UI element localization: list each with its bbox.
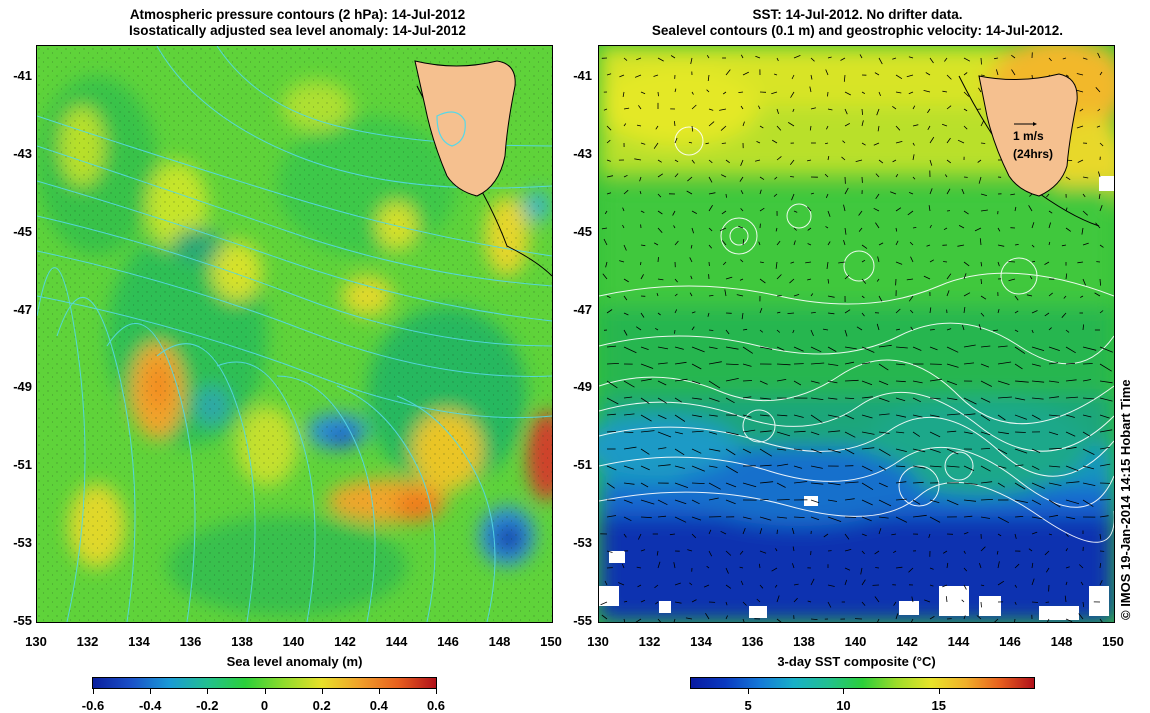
velocity-arrow [1046,602,1049,603]
velocity-arrow [828,92,829,96]
colorbar-tick-label: 5 [728,698,768,713]
lon-tick-label: 138 [222,634,262,649]
lat-tick-label: -55 [6,613,32,628]
colorbar-tick-mark [207,688,208,694]
right-colorbar [690,677,1035,689]
velocity-arrow [1083,364,1093,365]
colorbar-tick-label: 0.4 [359,698,399,713]
colorbar-tick-label: 0 [245,698,285,713]
lat-tick-label: -49 [6,379,32,394]
colorbar-tick-mark [93,688,94,694]
lon-tick-label: 148 [480,634,520,649]
imos-credit: © IMOS 19-Jan-2014 14:15 Hobart Time [1118,379,1133,620]
colorbar-tick-label: -0.6 [73,698,113,713]
velocity-arrow [743,381,752,382]
lon-tick-label: 134 [119,634,159,649]
lon-tick-label: 144 [377,634,417,649]
lat-tick-label: -55 [566,613,592,628]
lon-tick-label: 146 [990,634,1030,649]
colorbar-tick-label: -0.2 [187,698,227,713]
velocity-arrow [1032,602,1038,603]
right-map-title: SST: 14-Jul-2012. No drifter data. [600,6,1115,23]
velocity-arrow [658,92,659,96]
lon-tick-label: 138 [784,634,824,649]
lat-tick-label: -51 [6,457,32,472]
colorbar-tick-mark [322,688,323,694]
lon-tick-label: 130 [578,634,618,649]
velocity-arrow [981,58,982,65]
velocity-arrow [1015,432,1026,433]
velocity-arrow [722,143,726,144]
velocity-arrow [1008,262,1015,263]
velocity-arrow [675,330,676,334]
colorbar-tick-label: 0.6 [416,698,456,713]
lon-tick-label: 132 [630,634,670,649]
lon-tick-label: 136 [733,634,773,649]
lat-tick-label: -53 [6,535,32,550]
colorbar-tick-mark [379,688,380,694]
lat-tick-label: -45 [566,224,592,239]
colorbar-tick-label: 10 [823,698,863,713]
colorbar-tick-mark [748,688,749,694]
lon-tick-label: 150 [1093,634,1133,649]
colorbar-tick-label: 15 [919,698,959,713]
lat-tick-label: -41 [566,68,592,83]
lat-tick-label: -41 [6,68,32,83]
velocity-arrow [726,194,727,198]
right-map-subtitle: Sealevel contours (0.1 m) and geostrophi… [600,22,1115,39]
colorbar-tick-label: -0.4 [130,698,170,713]
velocity-arrow [790,177,794,178]
colorbar-tick-mark [436,688,437,694]
lon-tick-label: 144 [939,634,979,649]
lat-tick-label: -51 [566,457,592,472]
sst-map: 1 m/s (24hrs) [598,45,1115,623]
colorbar-tick-mark [939,688,940,694]
lon-tick-label: 140 [274,634,314,649]
velocity-arrow [709,330,713,331]
lon-tick-label: 130 [16,634,56,649]
velocity-arrow [875,568,879,569]
velocity-arrow [1100,500,1111,501]
lon-tick-label: 140 [836,634,876,649]
velocity-arrow [658,257,659,262]
colorbar-tick-mark [150,688,151,694]
sea-level-anomaly-map [36,45,553,623]
right-colorbar-label: 3-day SST composite (°C) [598,654,1115,669]
lon-tick-label: 136 [171,634,211,649]
left-colorbar-label: Sea level anomaly (m) [36,654,553,669]
lon-tick-label: 146 [428,634,468,649]
colorbar-tick-label: 0.2 [302,698,342,713]
lat-tick-label: -43 [566,146,592,161]
colorbar-tick-mark [265,688,266,694]
velocity-scale-label: 1 m/s [1013,129,1044,143]
lon-tick-label: 132 [68,634,108,649]
velocity-arrow [943,262,947,263]
lon-tick-label: 148 [1042,634,1082,649]
velocity-arrow [981,602,982,607]
lat-tick-label: -53 [566,535,592,550]
left-map-subtitle: Isostatically adjusted sea level anomaly… [40,22,555,39]
left-map-title: Atmospheric pressure contours (2 hPa): 1… [40,6,555,23]
lat-tick-label: -43 [6,146,32,161]
colorbar-tick-mark [843,688,844,694]
lat-tick-label: -49 [566,379,592,394]
lat-tick-label: -47 [566,302,592,317]
velocity-scale-sub: (24hrs) [1013,147,1053,161]
velocity-arrow [845,517,856,518]
velocity-arrow [777,530,778,534]
velocity-arrow [981,143,985,144]
lat-tick-label: -47 [6,302,32,317]
lat-tick-label: -45 [6,224,32,239]
velocity-arrow [777,500,790,501]
lon-tick-label: 142 [325,634,365,649]
velocity-arrow [930,330,935,331]
lon-tick-label: 150 [531,634,571,649]
lon-tick-label: 134 [681,634,721,649]
lon-tick-label: 142 [887,634,927,649]
